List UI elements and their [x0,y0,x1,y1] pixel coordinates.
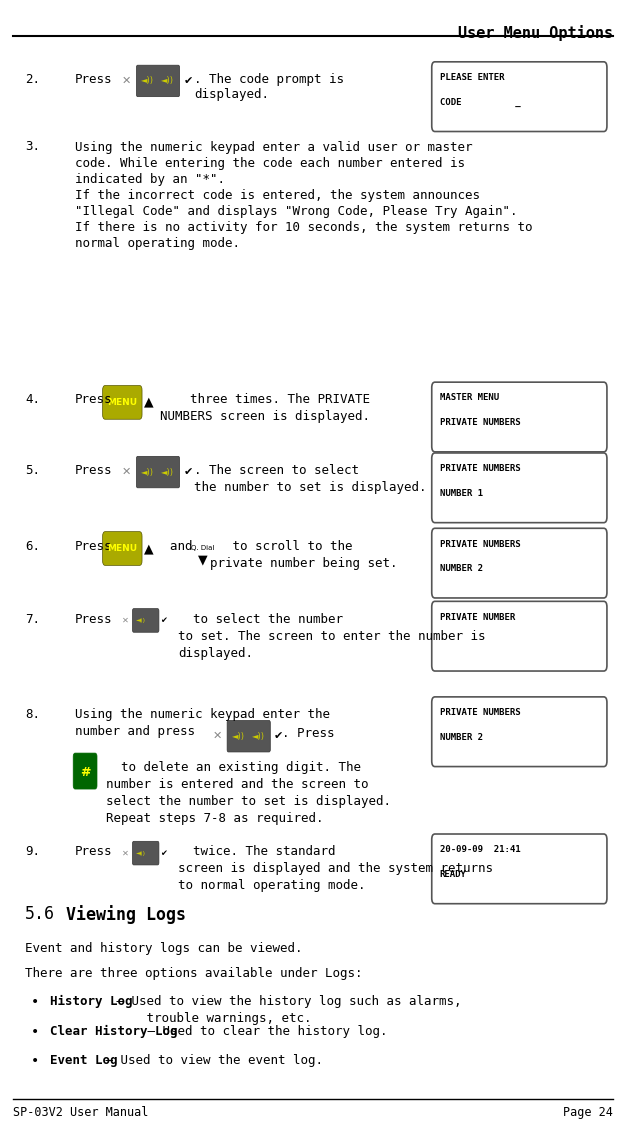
FancyBboxPatch shape [137,456,180,488]
FancyBboxPatch shape [431,834,607,904]
FancyBboxPatch shape [137,65,180,97]
Text: 8.: 8. [25,708,40,722]
Text: PRIVATE NUMBERS: PRIVATE NUMBERS [440,540,520,549]
FancyBboxPatch shape [431,697,607,767]
Text: Using the numeric keypad enter a valid user or master
code. While entering the c: Using the numeric keypad enter a valid u… [75,140,533,250]
Text: ✔: ✔ [184,76,193,85]
Text: to select the number
to set. The screen to enter the number is
displayed.: to select the number to set. The screen … [178,613,486,660]
Text: to delete an existing digit. The
number is entered and the screen to
select the : to delete an existing digit. The number … [106,761,392,825]
Text: ✔: ✔ [160,849,167,858]
FancyBboxPatch shape [133,609,159,632]
Text: and: and [155,540,207,553]
FancyBboxPatch shape [431,382,607,452]
Text: ▲: ▲ [144,396,153,409]
Text: Event Log: Event Log [50,1054,118,1068]
Text: . The code prompt is
displayed.: . The code prompt is displayed. [194,73,344,101]
Text: NUMBER 1: NUMBER 1 [440,489,483,498]
Text: – Used to view the history log such as alarms,
     trouble warnings, etc.: – Used to view the history log such as a… [109,995,461,1025]
FancyBboxPatch shape [431,453,607,523]
Text: ◄)): ◄)) [141,76,154,85]
FancyBboxPatch shape [133,841,159,865]
Text: ◄)): ◄)) [162,76,175,85]
Text: twice. The standard
screen is displayed and the system returns
to normal operati: twice. The standard screen is displayed … [178,845,493,892]
Text: •: • [32,995,39,1008]
Text: three times. The PRIVATE
NUMBERS screen is displayed.: three times. The PRIVATE NUMBERS screen … [160,393,370,424]
Text: Press: Press [75,540,113,553]
Text: ▼: ▼ [198,553,207,566]
Text: ✔: ✔ [274,732,283,741]
Text: •: • [32,1025,39,1039]
Text: Page 24: Page 24 [564,1106,613,1120]
Text: 2.: 2. [25,73,40,87]
Text: Viewing Logs: Viewing Logs [66,905,185,924]
Text: ✕: ✕ [122,76,131,85]
Text: History Log: History Log [50,995,133,1008]
Text: Clear History Log: Clear History Log [50,1025,178,1039]
FancyBboxPatch shape [431,62,607,132]
Text: PRIVATE NUMBERS: PRIVATE NUMBERS [440,464,520,473]
Text: ✕: ✕ [213,732,222,741]
FancyBboxPatch shape [431,601,607,671]
Text: 6.: 6. [25,540,40,553]
Text: ✕: ✕ [122,616,129,625]
Text: ✔: ✔ [160,616,167,625]
Text: 20-09-09  21:41: 20-09-09 21:41 [440,845,520,854]
Text: •: • [32,1054,39,1068]
Text: There are three options available under Logs:: There are three options available under … [25,967,363,980]
Text: ✕: ✕ [122,849,129,858]
Text: User Menu Options: User Menu Options [458,25,613,40]
Text: – Used to view the event log.: – Used to view the event log. [98,1054,323,1068]
Text: 7.: 7. [25,613,40,626]
Text: ◄)): ◄)) [141,468,154,477]
Text: MENU: MENU [108,544,137,553]
Text: Press: Press [75,613,113,626]
Text: PRIVATE NUMBERS: PRIVATE NUMBERS [440,708,520,717]
Text: MASTER MENU: MASTER MENU [440,393,499,402]
Text: Press: Press [75,845,113,859]
Text: NUMBER 2: NUMBER 2 [440,564,483,573]
FancyBboxPatch shape [102,386,142,419]
Text: 4.: 4. [25,393,40,407]
Text: Using the numeric keypad enter the
number and press: Using the numeric keypad enter the numbe… [75,708,330,738]
Text: ✔: ✔ [184,468,193,477]
FancyBboxPatch shape [227,720,270,752]
Text: – Used to clear the history log.: – Used to clear the history log. [140,1025,388,1039]
Text: ◄)): ◄)) [136,851,146,855]
Text: ◄)): ◄)) [136,618,146,623]
Text: MENU: MENU [108,398,137,407]
Text: 5.: 5. [25,464,40,478]
Text: SP-03V2 User Manual: SP-03V2 User Manual [12,1106,148,1120]
Text: Q. Dial: Q. Dial [191,545,214,551]
Text: Press: Press [75,393,113,407]
Text: PRIVATE NUMBER: PRIVATE NUMBER [440,613,515,622]
Text: 3.: 3. [25,140,40,154]
FancyBboxPatch shape [73,753,97,789]
Text: #: # [80,765,90,779]
Text: . The screen to select
the number to set is displayed.: . The screen to select the number to set… [194,464,426,495]
Text: ◄)): ◄)) [162,468,175,477]
Text: READY: READY [440,870,467,879]
FancyBboxPatch shape [102,532,142,565]
Text: ◄)): ◄)) [231,732,245,741]
Text: ▲: ▲ [144,542,153,555]
Text: . Press: . Press [281,727,334,741]
Text: Press: Press [75,464,113,478]
Text: 9.: 9. [25,845,40,859]
Text: PRIVATE NUMBERS: PRIVATE NUMBERS [440,418,520,427]
Text: 5.6: 5.6 [25,905,55,923]
Text: ✕: ✕ [122,468,131,477]
Text: ◄)): ◄)) [252,732,265,741]
Text: CODE          _: CODE _ [440,98,520,107]
Text: Event and history logs can be viewed.: Event and history logs can be viewed. [25,942,303,955]
Text: NUMBER 2: NUMBER 2 [440,733,483,742]
Text: Press: Press [75,73,113,87]
FancyBboxPatch shape [431,528,607,598]
Text: to scroll to the
private number being set.: to scroll to the private number being se… [210,540,398,570]
Text: PLEASE ENTER: PLEASE ENTER [440,73,504,82]
